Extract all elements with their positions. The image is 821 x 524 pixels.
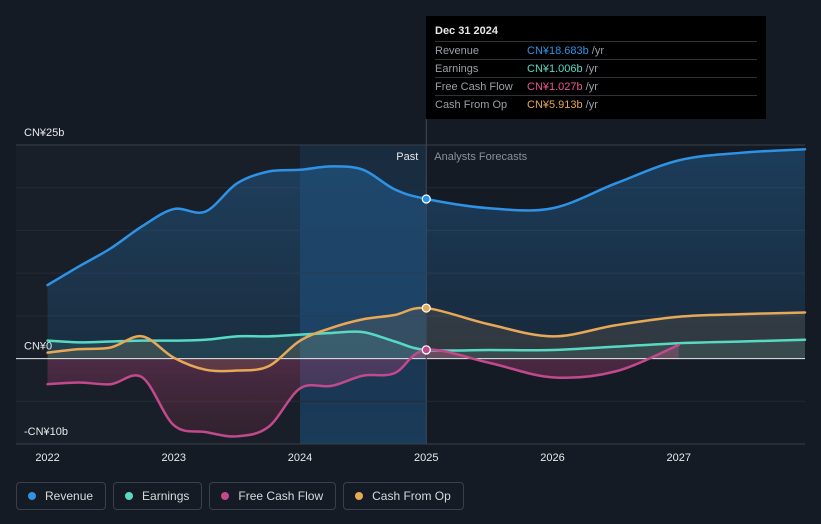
- x-axis: 2022 2023 2024 2025 2026 2027: [35, 452, 691, 464]
- free-cash-flow-area: [47, 344, 679, 437]
- hover-markers: [421, 194, 431, 355]
- earnings-area: [47, 331, 806, 359]
- tooltip-value: CN¥1.027b: [527, 80, 583, 93]
- revenue-marker: [421, 194, 431, 204]
- legend-item-revenue[interactable]: Revenue: [16, 482, 107, 510]
- cash-from-op-marker: [421, 303, 431, 313]
- tooltip-label: Free Cash Flow: [435, 80, 513, 93]
- tooltip-unit: /yr: [585, 98, 598, 111]
- revenue-line: [46, 148, 807, 287]
- tooltip-value: CN¥18.683b: [527, 44, 589, 57]
- x-tick-label: 2026: [540, 452, 564, 464]
- tooltip-date: Dec 31 2024: [435, 25, 498, 37]
- tooltip: Dec 31 2024 Revenue CN¥18.683b /yr Earni…: [426, 16, 766, 119]
- cash-from-op-line: [46, 306, 807, 373]
- free-cash-flow-line: [46, 343, 681, 438]
- tooltip-unit: /yr: [585, 80, 598, 93]
- tooltip-row-revenue: Revenue CN¥18.683b /yr: [435, 41, 757, 59]
- tooltip-row-earnings: Earnings CN¥1.006b /yr: [435, 59, 757, 77]
- tooltip-value: CN¥1.006b: [527, 62, 583, 75]
- tooltip-label: Earnings: [435, 62, 479, 75]
- y-tick-label: CN¥0: [24, 341, 52, 353]
- legend: Revenue Earnings Free Cash Flow Cash Fro…: [16, 482, 464, 510]
- legend-label: Cash From Op: [372, 489, 451, 503]
- tooltip-row-cash-from-op: Cash From Op CN¥5.913b /yr: [435, 95, 757, 113]
- legend-label: Revenue: [45, 489, 94, 503]
- x-tick-label: 2027: [667, 452, 691, 464]
- x-tick-label: 2025: [414, 452, 438, 464]
- free-cash-flow-marker: [421, 345, 431, 355]
- legend-dot-icon: [355, 492, 364, 500]
- forecast-label: Analysts Forecasts: [434, 151, 527, 163]
- y-tick-label: -CN¥10b: [24, 426, 68, 438]
- legend-item-free-cash-flow[interactable]: Free Cash Flow: [209, 482, 337, 510]
- x-tick-label: 2024: [288, 452, 312, 464]
- tooltip-label: Cash From Op: [435, 98, 508, 111]
- legend-label: Free Cash Flow: [238, 489, 324, 503]
- tooltip-unit: /yr: [591, 44, 605, 57]
- legend-item-cash-from-op[interactable]: Cash From Op: [343, 482, 464, 510]
- y-axis: CN¥25b CN¥0 -CN¥10b: [24, 127, 68, 438]
- legend-label: Earnings: [142, 489, 190, 503]
- tooltip-label: Revenue: [435, 44, 480, 57]
- y-tick-label: CN¥25b: [24, 127, 64, 139]
- tooltip-value: CN¥5.913b: [527, 98, 583, 111]
- legend-dot-icon: [28, 492, 36, 500]
- earnings-line: [46, 330, 807, 352]
- series-lines: [46, 148, 807, 438]
- tooltip-unit: /yr: [585, 62, 598, 75]
- legend-dot-icon: [221, 492, 230, 500]
- tooltip-row-free-cash-flow: Free Cash Flow CN¥1.027b /yr: [435, 77, 757, 95]
- past-label: Past: [396, 151, 418, 163]
- legend-dot-icon: [125, 492, 134, 500]
- x-tick-label: 2023: [162, 452, 186, 464]
- legend-item-earnings[interactable]: Earnings: [113, 482, 203, 510]
- x-tick-label: 2022: [35, 452, 59, 464]
